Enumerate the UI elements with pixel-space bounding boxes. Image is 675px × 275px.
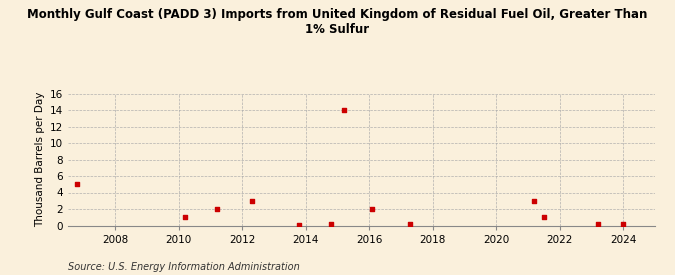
Text: Source: U.S. Energy Information Administration: Source: U.S. Energy Information Administ… (68, 262, 299, 272)
Point (246, 199, 257, 203)
Point (338, 108, 349, 112)
Point (592, 222, 603, 226)
Point (538, 215, 549, 219)
Point (529, 199, 539, 203)
Point (405, 222, 416, 226)
Point (367, 207, 377, 211)
Point (180, 215, 190, 219)
Point (211, 207, 222, 211)
Y-axis label: Thousand Barrels per Day: Thousand Barrels per Day (35, 92, 45, 227)
Point (294, 222, 304, 227)
Point (72, 182, 82, 186)
Text: Monthly Gulf Coast (PADD 3) Imports from United Kingdom of Residual Fuel Oil, Gr: Monthly Gulf Coast (PADD 3) Imports from… (27, 8, 648, 36)
Point (325, 222, 336, 226)
Point (618, 222, 628, 226)
